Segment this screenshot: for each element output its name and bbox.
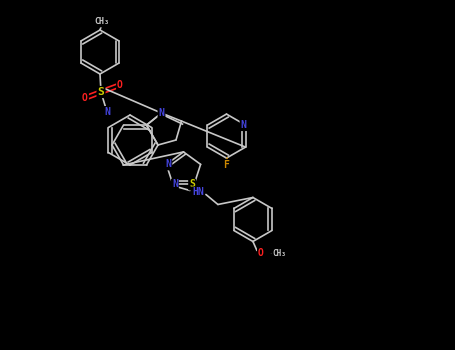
Text: N: N — [172, 180, 178, 189]
Text: N: N — [104, 107, 110, 117]
Text: F: F — [223, 160, 229, 170]
Text: CH₃: CH₃ — [272, 249, 286, 258]
Text: N: N — [241, 120, 247, 130]
Text: N: N — [166, 159, 172, 169]
Text: ─: ─ — [270, 248, 275, 257]
Text: O: O — [117, 80, 123, 90]
Text: HN: HN — [192, 188, 204, 197]
Text: S: S — [189, 180, 195, 189]
Text: CH₃: CH₃ — [95, 18, 110, 27]
Text: S: S — [98, 87, 104, 97]
Text: N: N — [158, 108, 164, 118]
Text: O: O — [258, 248, 264, 259]
Text: O: O — [82, 93, 88, 103]
